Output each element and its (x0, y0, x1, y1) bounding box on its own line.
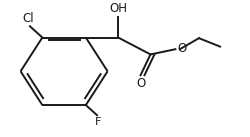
Text: OH: OH (109, 2, 127, 15)
Text: Cl: Cl (23, 12, 34, 25)
Text: F: F (95, 117, 102, 127)
Text: O: O (177, 42, 186, 55)
Text: O: O (137, 77, 146, 90)
